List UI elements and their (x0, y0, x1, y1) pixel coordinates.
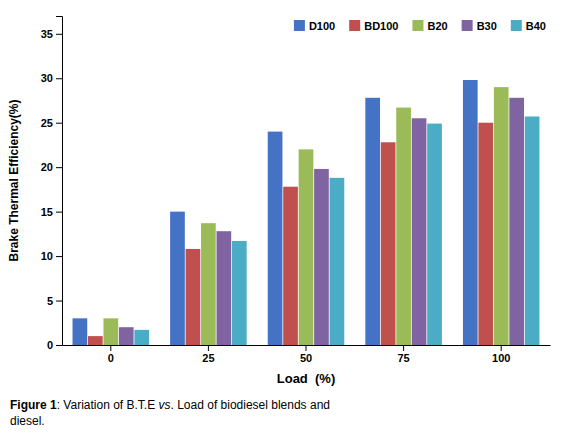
bar-series (134, 116, 539, 345)
x-tick-label: 0 (108, 352, 114, 364)
bar (412, 118, 427, 345)
chart: 0 25 50 75 100 0 5 10 15 20 25 30 35 Load (%) Brake Th… (0, 0, 568, 445)
bar (427, 124, 442, 345)
bar (463, 80, 478, 345)
bar (396, 108, 411, 345)
bar-series (73, 80, 478, 345)
x-tick-label: 100 (492, 352, 510, 364)
bar (88, 336, 103, 345)
x-tick: 75 (397, 345, 409, 364)
bar (201, 223, 216, 345)
bar (330, 178, 345, 345)
y-tick: 15 (41, 206, 62, 218)
caption-part: Figure 1 (10, 398, 57, 412)
plot-area: 0 25 50 75 100 0 5 10 15 20 25 30 35 Load (%) Brake Th… (7, 17, 551, 387)
y-tick: 0 (47, 339, 62, 351)
legend-swatch (294, 20, 305, 31)
bar (217, 231, 232, 345)
x-tick-mark (501, 345, 502, 351)
y-tick-label: 30 (41, 72, 53, 84)
x-tick-mark (403, 345, 404, 351)
bar (232, 241, 247, 345)
legend-item: B20 (412, 20, 447, 32)
caption: Figure 1: Variation of B.T.E vs. Load of… (10, 398, 330, 412)
x-tick-mark (110, 345, 111, 351)
bar (525, 116, 540, 345)
y-tick-label: 5 (47, 295, 53, 307)
y-axis-line (56, 17, 63, 346)
caption-line: diesel. (10, 414, 45, 428)
y-tick: 35 (41, 28, 62, 40)
x-axis: 0 25 50 75 100 (63, 345, 551, 364)
legend-swatch (349, 20, 360, 31)
x-tick-label: 25 (202, 352, 214, 364)
legend-swatch (462, 20, 473, 31)
bar (509, 98, 524, 345)
legend-label: BD100 (364, 20, 398, 32)
bar (381, 142, 396, 345)
legend: D100 BD100 B20 B30 B40 (294, 20, 546, 32)
legend-swatch (412, 20, 423, 31)
x-tick-label: 75 (397, 352, 409, 364)
y-tick: 25 (41, 117, 62, 129)
caption-part: : Variation of B.T.E (57, 398, 159, 412)
bar (299, 149, 314, 345)
y-tick: 10 (41, 250, 62, 262)
bar (119, 327, 134, 345)
bar (494, 87, 509, 345)
y-tick: 5 (47, 295, 62, 307)
y-tick-mark (56, 256, 62, 257)
y-tick-mark (56, 212, 62, 213)
caption-part: vs (159, 398, 171, 412)
bar-series (119, 98, 524, 345)
y-tick-mark (56, 167, 62, 168)
bar (103, 318, 118, 345)
bar (170, 212, 185, 345)
y-tick-mark (56, 301, 62, 302)
y-tick-mark (56, 34, 62, 35)
y-tick: 30 (41, 72, 62, 84)
bar-series (88, 123, 493, 345)
x-tick: 0 (108, 345, 114, 364)
y-tick-mark (56, 345, 62, 346)
x-tick-mark (306, 345, 307, 351)
legend-item: BD100 (349, 20, 398, 32)
legend-label: D100 (309, 20, 335, 32)
bars (73, 80, 540, 345)
bar (134, 330, 149, 345)
legend-label: B40 (526, 20, 546, 32)
y-tick-mark (56, 123, 62, 124)
bar (73, 318, 88, 345)
bar (186, 249, 201, 345)
y-tick-label: 35 (41, 28, 53, 40)
bar (283, 187, 298, 345)
x-tick-mark (208, 345, 209, 351)
x-tick: 25 (202, 345, 214, 364)
x-axis-title: Load (%) (277, 371, 336, 386)
bar (314, 169, 329, 345)
y-tick-label: 10 (41, 250, 53, 262)
legend-item: B40 (511, 20, 546, 32)
x-tick-label: 50 (300, 352, 312, 364)
legend-swatch (511, 20, 522, 31)
legend-item: D100 (294, 20, 335, 32)
legend-label: B30 (477, 20, 497, 32)
legend-label: B20 (427, 20, 447, 32)
y-axis: 0 5 10 15 20 25 30 35 (41, 17, 63, 352)
bar (478, 123, 493, 345)
y-tick-label: 15 (41, 206, 53, 218)
bar (365, 98, 380, 345)
y-tick-label: 25 (41, 117, 53, 129)
y-tick-label: 0 (47, 339, 53, 351)
x-tick: 50 (300, 345, 312, 364)
y-tick: 20 (41, 161, 62, 173)
y-axis-title: Brake Thermal Efficiency(%) (7, 99, 21, 261)
y-tick-label: 20 (41, 161, 53, 173)
x-tick: 100 (492, 345, 510, 364)
y-tick-mark (56, 78, 62, 79)
caption-part: . Load of biodiesel blends and (171, 398, 330, 412)
bar-series (103, 87, 508, 345)
legend-item: B30 (462, 20, 497, 32)
bar (268, 132, 283, 345)
